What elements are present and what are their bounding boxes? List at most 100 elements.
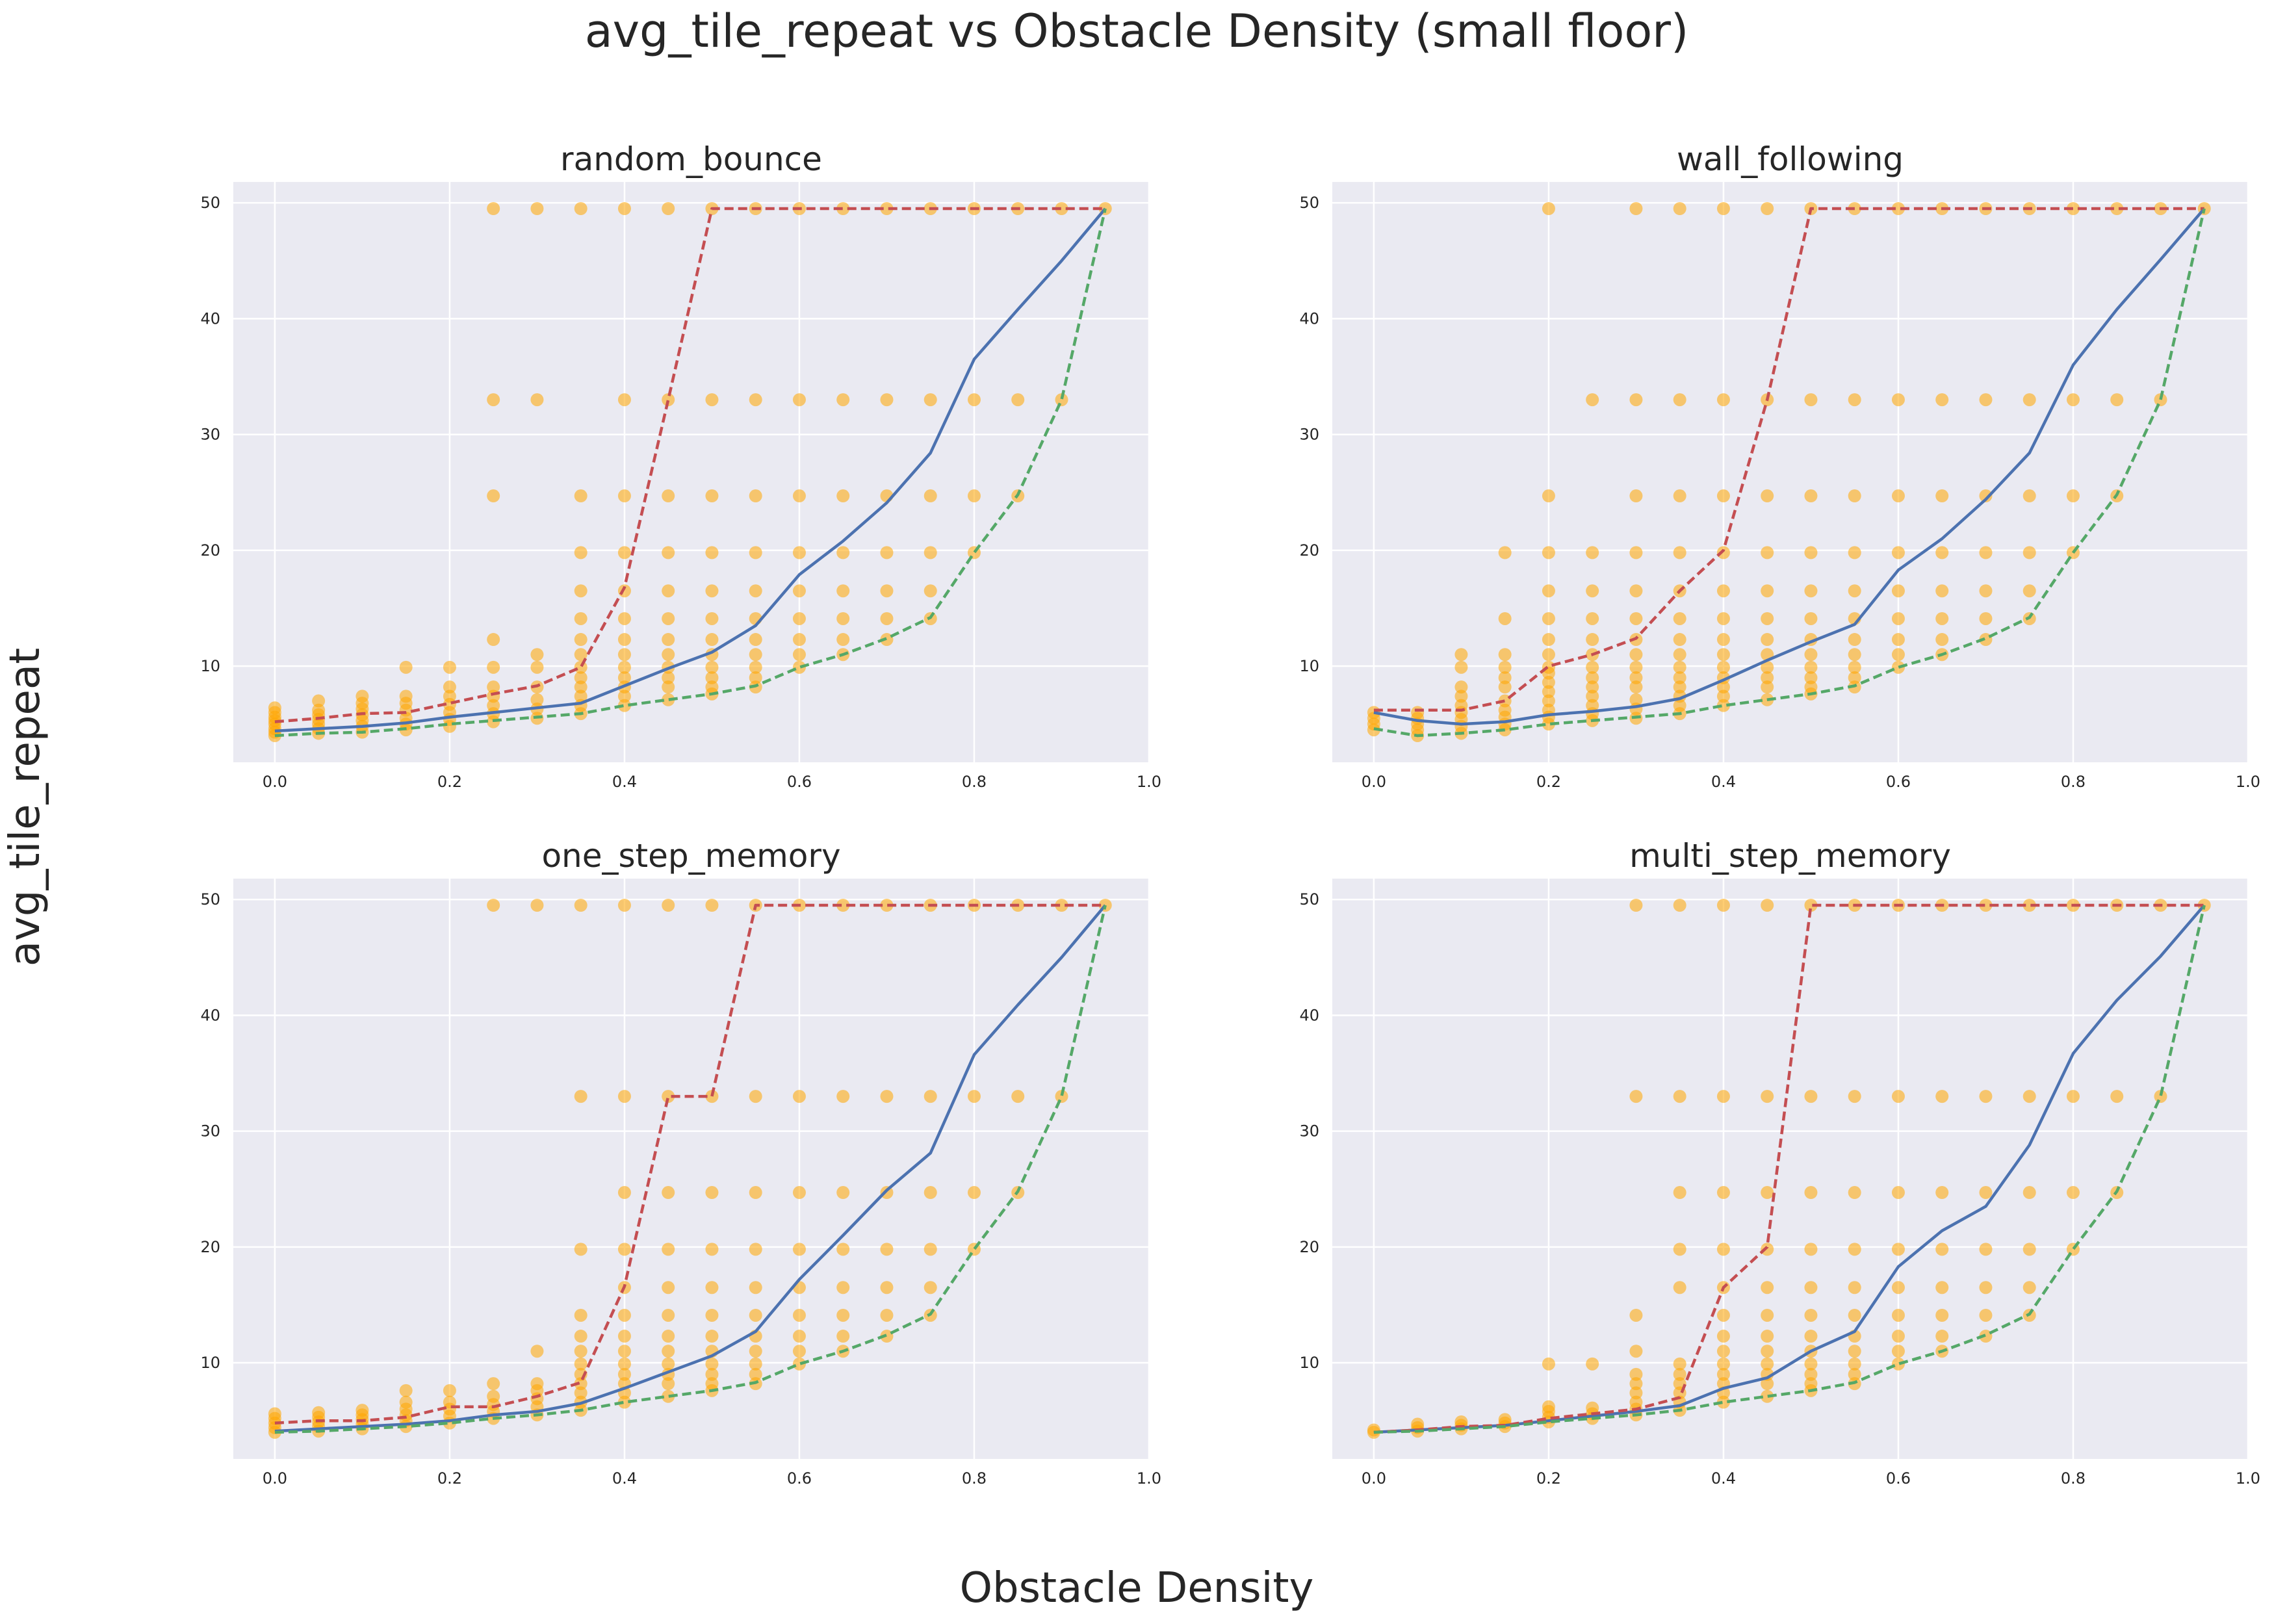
data-point (924, 1186, 937, 1200)
data-point (530, 898, 544, 912)
data-point (792, 489, 806, 503)
figure-title: avg_tile_repeat vs Obstacle Density (sma… (585, 5, 1689, 58)
data-point (1542, 1357, 1555, 1371)
plot-area (1332, 879, 2248, 1459)
data-point (1055, 1090, 1068, 1103)
subplot-multi-step-memory: 0.0 0.2 0.4 0.6 0.8 1.0 10 20 30 40 50 multi_step_m… (1299, 837, 2260, 1488)
data-point (1716, 648, 1730, 662)
y-tick-label: 30 (200, 1122, 220, 1141)
x-tick-label: 0.0 (263, 773, 287, 791)
series-line-upper (1373, 903, 2204, 1434)
data-point (836, 1330, 850, 1343)
data-point (1673, 699, 1686, 712)
data-point (1673, 1357, 1686, 1371)
data-point (617, 648, 631, 662)
x-tick-label: 0.6 (787, 1469, 812, 1488)
data-point (1761, 1243, 1774, 1256)
data-point (1891, 489, 1905, 503)
data-point (1761, 201, 1774, 215)
data-point (1979, 546, 1993, 560)
data-point (1848, 1345, 1861, 1358)
data-point (1629, 201, 1643, 215)
data-point (749, 1186, 762, 1200)
data-point (705, 489, 719, 503)
data-point (487, 633, 500, 647)
subplot-random-bounce: 0.0 0.2 0.4 0.6 0.8 1.0 10 20 30 40 50 random_bounc… (200, 140, 1161, 791)
y-tick-label: 50 (200, 890, 220, 909)
x-tick-label: 1.0 (1137, 773, 1161, 791)
data-point (1891, 1357, 1905, 1371)
data-point (1891, 1281, 1905, 1295)
data-point (967, 489, 981, 503)
data-point (1935, 489, 1949, 503)
figure-xlabel: Obstacle Density (960, 1564, 1314, 1612)
series-line-lower (1373, 208, 2206, 738)
data-point (1979, 489, 1993, 503)
data-point (574, 690, 588, 703)
data-point (1761, 489, 1774, 503)
data-point (1716, 633, 1730, 647)
data-point (1891, 648, 1905, 662)
data-point (662, 1377, 675, 1391)
data-point (1629, 584, 1643, 598)
data-point (1761, 1186, 1774, 1200)
data-point (705, 660, 719, 674)
data-point (1716, 1243, 1730, 1256)
data-point (2022, 393, 2036, 407)
data-point (574, 1090, 588, 1103)
x-tick-label: 0.8 (962, 773, 987, 791)
data-point (1891, 1090, 1905, 1103)
data-point (880, 546, 894, 560)
data-point (1411, 1417, 1425, 1431)
data-point (1673, 633, 1686, 647)
data-point (1629, 898, 1643, 912)
data-point (1586, 690, 1599, 703)
data-point (1804, 1281, 1818, 1295)
data-point (1629, 1090, 1643, 1103)
data-point (1716, 1367, 1730, 1381)
data-point (1586, 584, 1599, 598)
data-point (1629, 1386, 1643, 1400)
data-point (1716, 1345, 1730, 1358)
subplot-title: multi_step_memory (1629, 837, 1951, 875)
data-point (1848, 648, 1861, 662)
data-point (662, 489, 675, 503)
data-point (1804, 1090, 1818, 1103)
data-point (617, 1345, 631, 1358)
data-point (2022, 1243, 2036, 1256)
data-point (399, 1384, 413, 1397)
data-point (1935, 633, 1949, 647)
data-point (617, 699, 631, 712)
y-tick-label: 40 (200, 1006, 220, 1024)
data-point (836, 201, 850, 215)
data-point (1891, 1186, 1905, 1200)
data-point (1979, 1281, 1993, 1295)
data-point (924, 1243, 937, 1256)
data-point (967, 1090, 981, 1103)
data-point (574, 584, 588, 598)
data-point (1673, 1090, 1686, 1103)
data-point (792, 1090, 806, 1103)
data-point (705, 680, 719, 694)
data-point (1367, 1423, 1380, 1437)
data-point (1716, 584, 1730, 598)
data-point (617, 1330, 631, 1343)
data-point (487, 201, 500, 215)
data-point (1804, 680, 1818, 694)
x-tick-label: 0.4 (1711, 773, 1736, 791)
data-point (1979, 612, 1993, 625)
data-point (574, 1345, 588, 1358)
subplot-one-step-memory: 0.0 0.2 0.4 0.6 0.8 1.0 10 20 30 40 50 one_step_mem… (200, 837, 1161, 1488)
data-point (530, 660, 544, 674)
data-point (1891, 660, 1905, 674)
data-point (1935, 584, 1949, 598)
data-point (1586, 680, 1599, 694)
data-point (836, 1090, 850, 1103)
data-point (1542, 546, 1555, 560)
data-point (1935, 1308, 1949, 1322)
data-point (749, 671, 762, 684)
data-point (1673, 1243, 1686, 1256)
data-point (1891, 1243, 1905, 1256)
data-point (1716, 1330, 1730, 1343)
plot-area (233, 182, 1149, 762)
